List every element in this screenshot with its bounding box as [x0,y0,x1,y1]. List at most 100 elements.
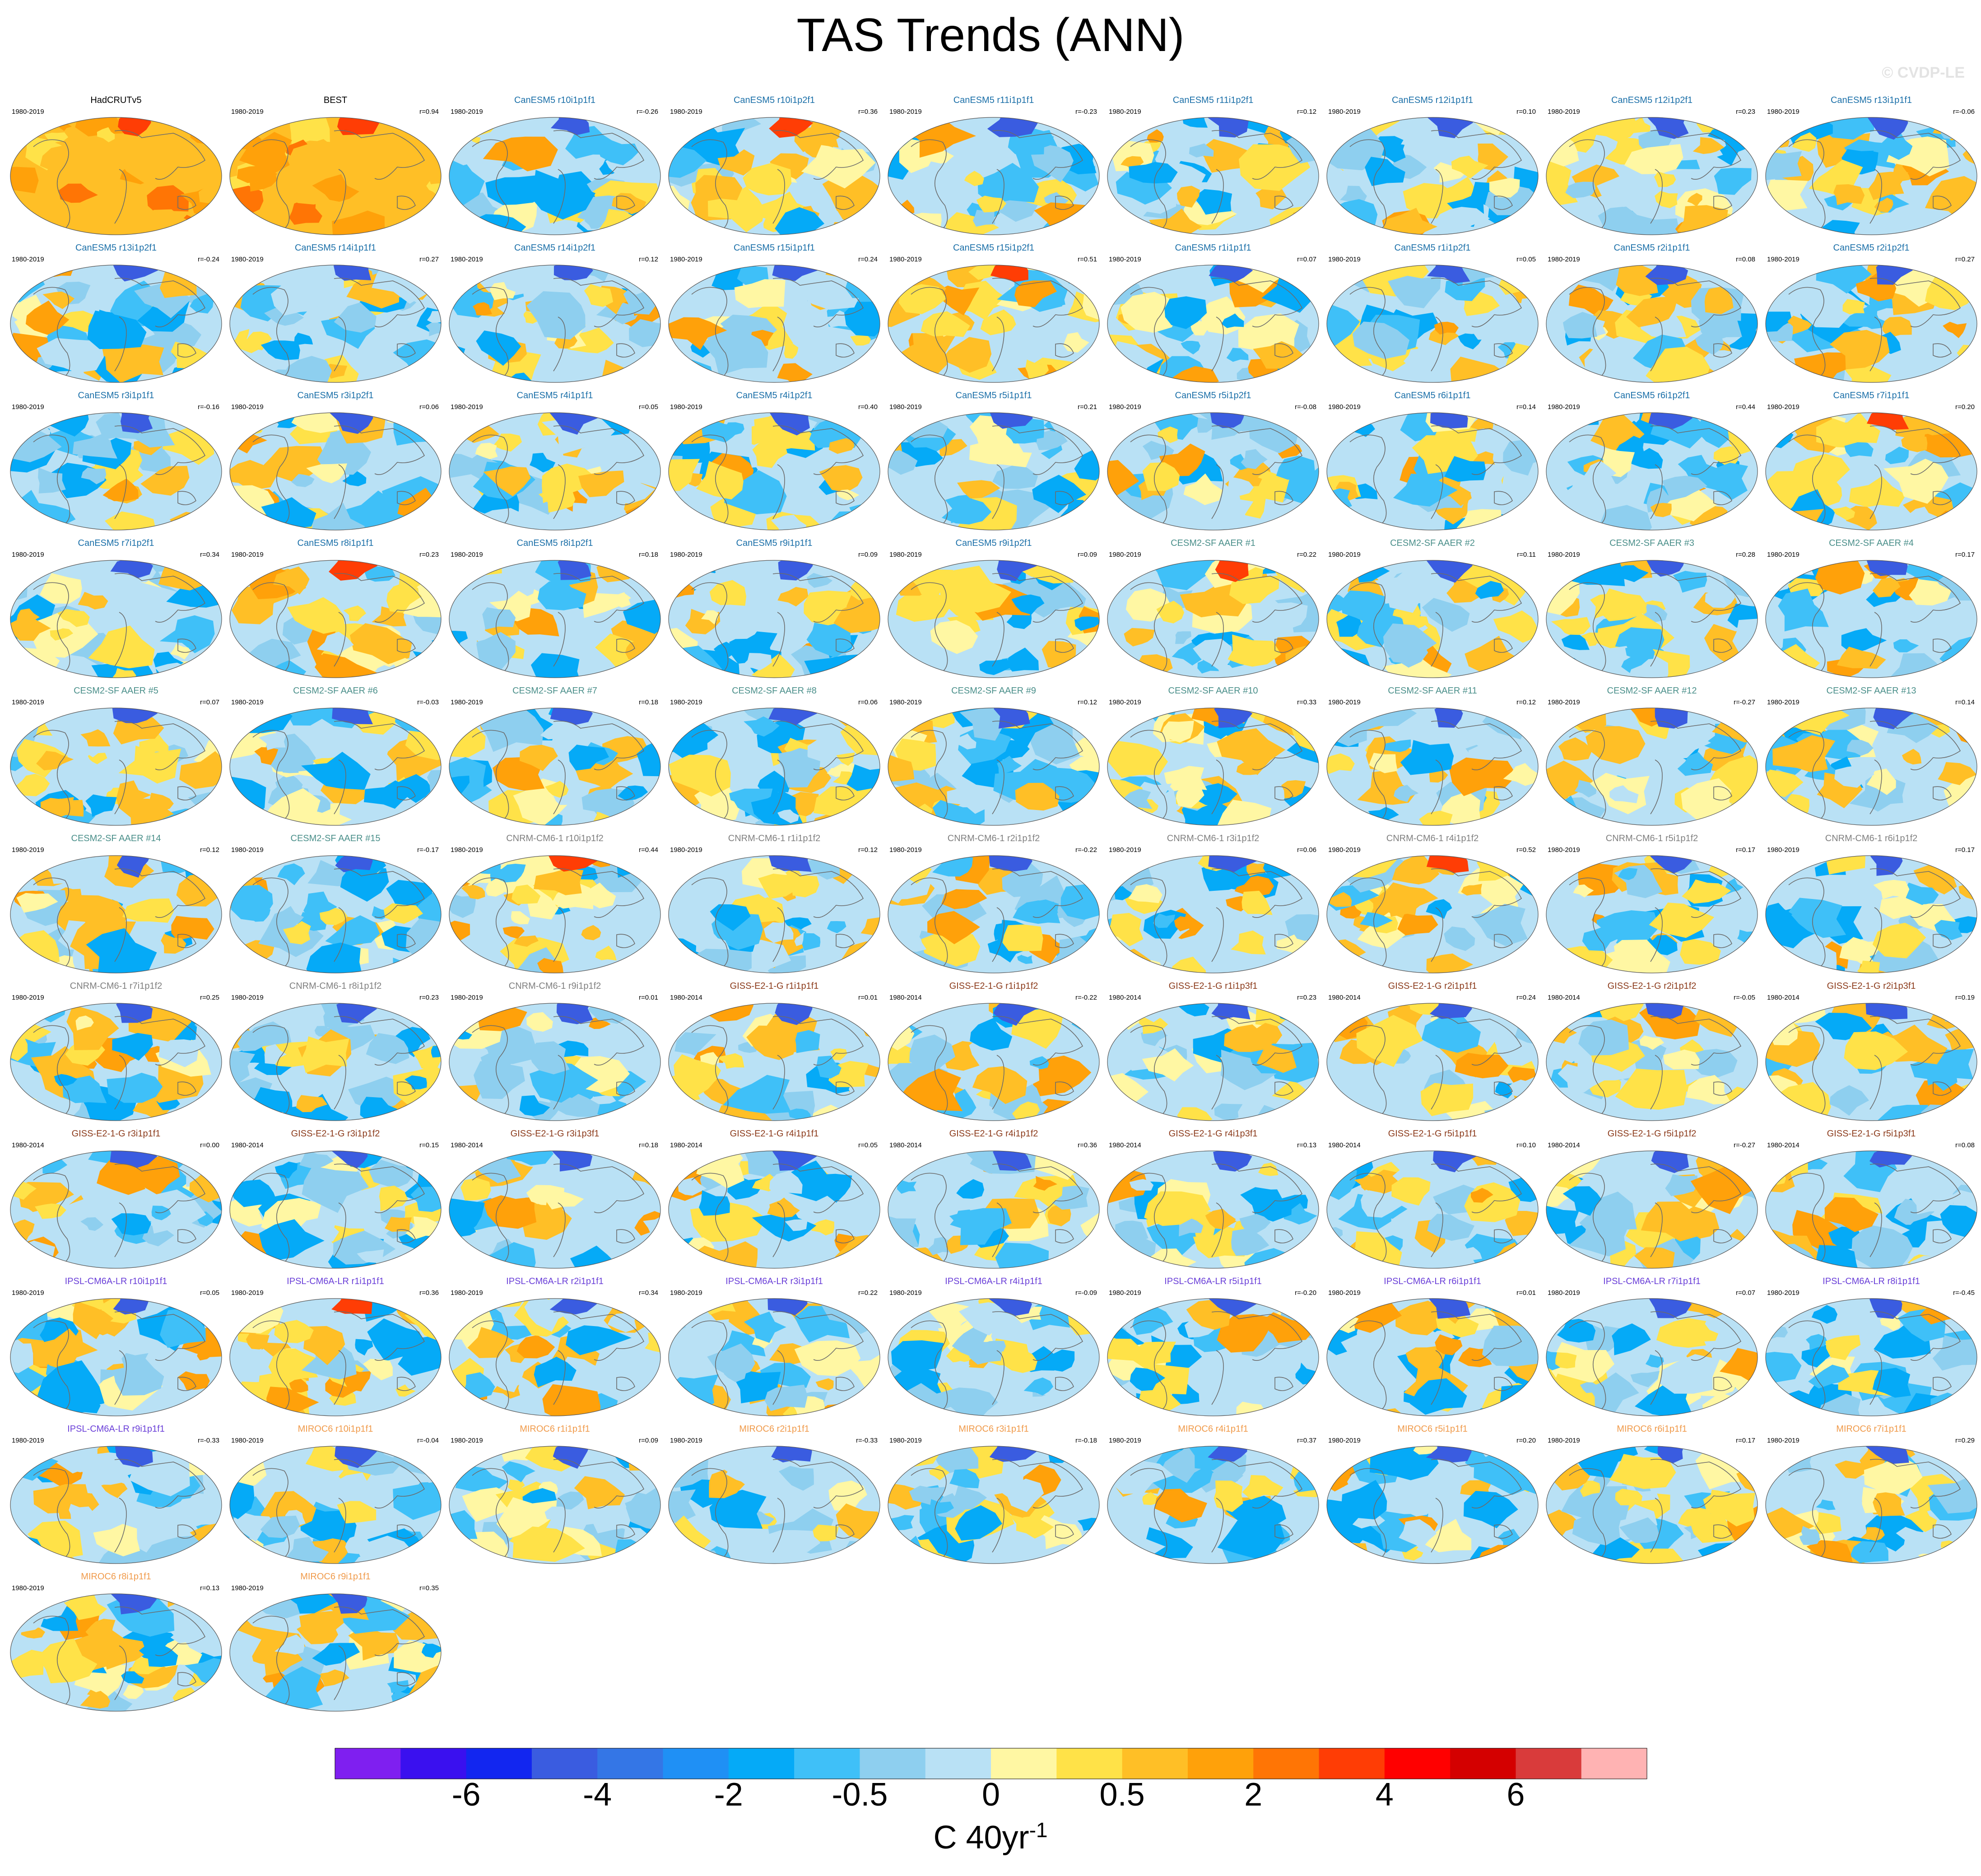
trend-patch [744,716,780,737]
trend-patch [431,1045,441,1058]
colorbar-bin [1384,1748,1451,1779]
panel-title: CanESM5 r6i1p2f1 [1614,391,1690,400]
trend-patch [947,786,989,814]
colorbar-tick-label: -4 [583,1777,612,1813]
trend-patch [1288,212,1319,235]
trend-patch [59,197,110,234]
map-panel: CESM2-SF AAER #13 1980-2019 r=0.14 [1762,683,1981,832]
trend-patch [343,605,367,621]
trend-patch [888,752,915,782]
trend-patch [316,632,354,656]
panel-title: IPSL-CM6A-LR r8i1p1f1 [1823,1276,1920,1286]
trend-patch [1598,206,1644,235]
trend-patch [1471,903,1528,946]
trend-patch [752,438,788,468]
trend-patch [1419,810,1456,825]
coastline [252,1164,425,1264]
trend-patch [1588,643,1632,668]
arctic-patch [997,560,1038,582]
trend-patch [1677,752,1713,776]
trend-patch [806,618,855,658]
trend-patch [44,132,68,145]
coastline [1349,278,1522,378]
trend-patch [907,803,933,825]
map-panel: CESM2-SF AAER #9 1980-2019 r=0.12 [884,683,1103,832]
trend-patch [1716,373,1752,382]
map-panel: GISS-E2-1-G r4i1p1f2 1980-2014 r=0.36 [884,1126,1103,1275]
arctic-patch [110,560,153,578]
trend-patch [777,809,799,824]
arctic-patch [1647,117,1689,139]
panel-period: 1980-2019 [1767,1289,1800,1297]
arctic-patch [1869,1151,1912,1168]
trend-patch [1002,924,1043,951]
trend-patch [158,560,219,591]
map-outline [1107,855,1319,973]
panel-title: CanESM5 r15i1p1f1 [733,243,815,253]
trend-patch [811,1219,834,1236]
trend-patch [1932,1335,1977,1371]
panel-title: CanESM5 r12i1p2f1 [1611,95,1693,105]
coastline [472,721,645,821]
trend-patch [561,1356,611,1388]
trend-patch [1738,1102,1758,1121]
trend-map [1326,1150,1539,1269]
trend-map [449,117,661,235]
map-outline [888,117,1100,235]
trend-patch [669,140,707,178]
trend-patch [1258,1163,1279,1176]
trend-patch [80,1217,104,1231]
trend-patch [945,212,999,235]
trend-patch [927,161,955,182]
map-outline [1765,265,1977,383]
coastline [1788,1164,1961,1264]
trend-patch [1216,800,1279,825]
trend-patch [888,358,901,378]
trend-patch [1129,162,1178,184]
panel-title: CESM2-SF AAER #14 [71,833,161,843]
trend-patch [1921,1104,1961,1121]
trend-patch [1937,598,1967,626]
map-panel: CanESM5 r11i1p2f1 1980-2019 r=0.12 [1103,93,1323,242]
trend-patch [1612,1323,1651,1355]
panel-title: CanESM5 r1i1p1f1 [1175,243,1251,253]
panel-title: IPSL-CM6A-LR r3i1p1f1 [725,1276,823,1286]
map-panel: IPSL-CM6A-LR r6i1p1f1 1980-2019 r=0.01 [1323,1274,1542,1423]
trend-patch [366,1033,409,1064]
trend-patch [764,1384,808,1411]
trend-patch [903,416,948,438]
coastline [252,130,425,231]
trend-patch [933,285,980,316]
trend-patch [1690,1164,1755,1214]
trend-patch [1169,956,1208,973]
map-panel: BEST 1980-2019 r=0.94 [226,93,445,242]
arctic-patch [989,856,1032,871]
trend-patch [1889,267,1937,307]
trend-patch [1615,1068,1687,1110]
map-panel: HadCRUTv5 1980-2019 [6,93,226,242]
trend-patch [412,1045,441,1071]
trend-patch [1557,489,1579,507]
trend-patch [1961,360,1977,377]
trend-patch [1182,117,1208,128]
trend-patch [1458,333,1482,349]
trend-patch [1730,1151,1752,1164]
panel-title: CNRM-CM6-1 r5i1p1f2 [1605,833,1698,843]
trend-patch [829,438,855,454]
trend-patch [1175,631,1191,644]
coastline [33,278,206,378]
coastline [1788,278,1961,378]
trend-patch [1705,589,1735,608]
trend-patch [626,1544,660,1564]
map-outline [1107,1150,1319,1269]
coastline [1569,130,1742,231]
trend-patch [769,1170,803,1196]
trend-patch [1356,1015,1423,1067]
trend-patch [645,652,660,676]
panel-correlation: r=0.51 [1078,256,1097,263]
panel-period: 1980-2019 [231,551,264,559]
panel-period: 1980-2019 [231,994,264,1001]
trend-patch [1220,1049,1280,1090]
trend-patch [629,319,660,347]
trend-patch [450,517,477,530]
